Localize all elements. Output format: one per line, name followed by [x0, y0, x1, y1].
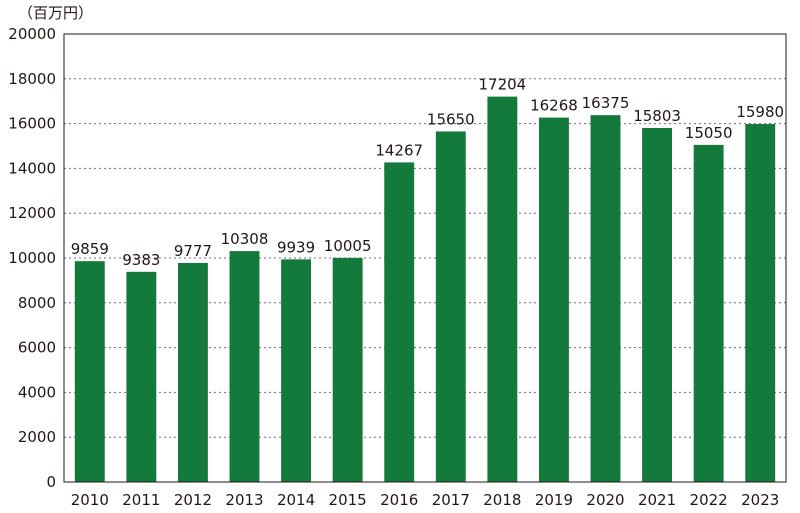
- gridlines: [64, 78, 786, 438]
- x-tick-label: 2018: [483, 491, 521, 509]
- bar-2016: [384, 162, 415, 483]
- value-label: 9859: [71, 240, 109, 258]
- bar-2011: [126, 271, 157, 482]
- bar-2021: [642, 128, 673, 482]
- bar-2017: [435, 131, 466, 482]
- plot-border: [63, 33, 787, 483]
- y-tick-label: 16000: [8, 115, 56, 133]
- x-tick-label: 2020: [586, 491, 624, 509]
- value-label: 15650: [427, 110, 475, 128]
- y-tick-label: 6000: [18, 339, 56, 357]
- y-tick-label: 4000: [18, 383, 56, 401]
- y-tick-label: 12000: [8, 204, 56, 222]
- x-tick-label: 2022: [690, 491, 728, 509]
- y-tick-label: 14000: [8, 159, 56, 177]
- value-label: 10308: [221, 230, 269, 248]
- bar-2015: [332, 257, 363, 482]
- plot-frame: [63, 33, 787, 483]
- bars: [74, 96, 776, 483]
- x-tick-label: 2023: [741, 491, 779, 509]
- x-tick-label: 2011: [122, 491, 160, 509]
- x-axis-ticks: 2010 2011 2012 2013 2014 2015 2016 2017 2018 2019…: [71, 491, 780, 509]
- value-label: 9939: [277, 238, 315, 256]
- value-label: 16268: [530, 97, 578, 115]
- bar-2018: [487, 96, 518, 482]
- x-tick-label: 2015: [329, 491, 367, 509]
- value-label: 10005: [324, 237, 372, 255]
- x-tick-label: 2021: [638, 491, 676, 509]
- x-tick-label: 2016: [380, 491, 418, 509]
- bar-2012: [177, 262, 208, 482]
- x-tick-label: 2017: [432, 491, 470, 509]
- y-axis-ticks: 0 2000 4000 6000 8000 10000 12000 14000 16000 180…: [8, 25, 56, 491]
- x-tick-label: 2010: [71, 491, 109, 509]
- y-tick-label: 2000: [18, 428, 56, 446]
- bar-2023: [745, 124, 776, 482]
- value-label: 15803: [633, 107, 681, 125]
- bar-2013: [229, 251, 260, 482]
- value-label: 14267: [375, 141, 423, 159]
- y-tick-label: 18000: [8, 70, 56, 88]
- value-label: 16375: [582, 94, 630, 112]
- bar-2014: [281, 259, 312, 482]
- value-label: 9777: [174, 242, 212, 260]
- x-tick-label: 2012: [174, 491, 212, 509]
- bar-2020: [590, 115, 621, 482]
- x-tick-label: 2014: [277, 491, 315, 509]
- x-tick-label: 2013: [225, 491, 263, 509]
- y-axis-unit-label: （百万円）: [18, 4, 94, 22]
- bar-2010: [74, 261, 105, 482]
- value-labels: 9859 9383 9777 10308 9939 10005 14267156501720…: [71, 76, 784, 269]
- y-tick-label: 0: [46, 473, 56, 491]
- value-label: 15980: [736, 103, 784, 121]
- bar-2022: [693, 144, 724, 482]
- y-tick-label: 8000: [18, 294, 56, 312]
- value-label: 17204: [478, 76, 526, 94]
- x-tick-label: 2019: [535, 491, 573, 509]
- value-label: 15050: [685, 124, 733, 142]
- y-tick-label: 20000: [8, 25, 56, 43]
- y-tick-label: 10000: [8, 249, 56, 267]
- bar-2019: [538, 117, 569, 482]
- value-label: 9383: [122, 251, 160, 269]
